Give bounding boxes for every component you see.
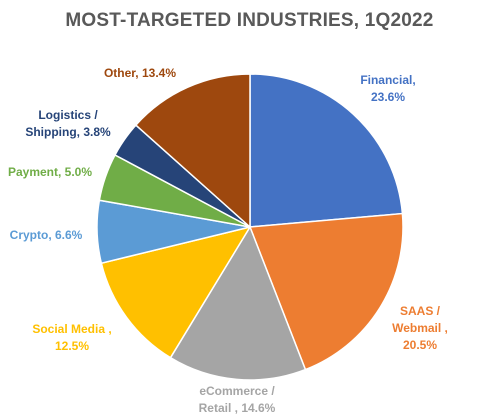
data-label-logistics: Logistics / Shipping, 3.8% — [25, 108, 111, 139]
data-label-line: 20.5% — [403, 338, 437, 352]
data-label-line: 12.5% — [55, 339, 89, 353]
pie-slice-financial — [249, 73, 404, 228]
data-label-line: Retail , 14.6% — [199, 401, 276, 415]
data-label-saas: SAAS / Webmail , 20.5% — [392, 304, 448, 352]
chart-title: MOST-TARGETED INDUSTRIES, 1Q2022 — [65, 10, 434, 31]
data-label-payment-5-0: Payment, 5.0% — [8, 165, 92, 179]
data-label-line: Other, 13.4% — [104, 66, 176, 80]
data-label-line: 23.6% — [371, 90, 405, 104]
data-label-social-media: Social Media , 12.5% — [32, 322, 111, 353]
data-label-line: Payment, 5.0% — [8, 165, 92, 179]
data-label-ecommerce: eCommerce / Retail , 14.6% — [199, 384, 276, 415]
data-label-other-13-4: Other, 13.4% — [104, 66, 176, 80]
data-label-crypto-6-6: Crypto, 6.6% — [10, 228, 83, 242]
pie-slice-social-media — [100, 225, 252, 359]
data-label-line: Logistics / — [38, 108, 98, 122]
data-label-line: Social Media , — [32, 322, 111, 336]
data-label-line: Financial, — [360, 73, 415, 87]
pie-slice-ecommerce — [169, 225, 307, 381]
data-label-line: Shipping, 3.8% — [25, 125, 111, 139]
data-label-line: Crypto, 6.6% — [10, 228, 83, 242]
data-label-line: SAAS / — [400, 304, 441, 318]
data-label-line: Webmail , — [392, 321, 448, 335]
pie-slice-saas — [248, 212, 404, 371]
pie-slice-other-13-4 — [134, 73, 251, 229]
data-label-financial: Financial, 23.6% — [360, 73, 415, 104]
data-label-line: eCommerce / — [199, 384, 275, 398]
